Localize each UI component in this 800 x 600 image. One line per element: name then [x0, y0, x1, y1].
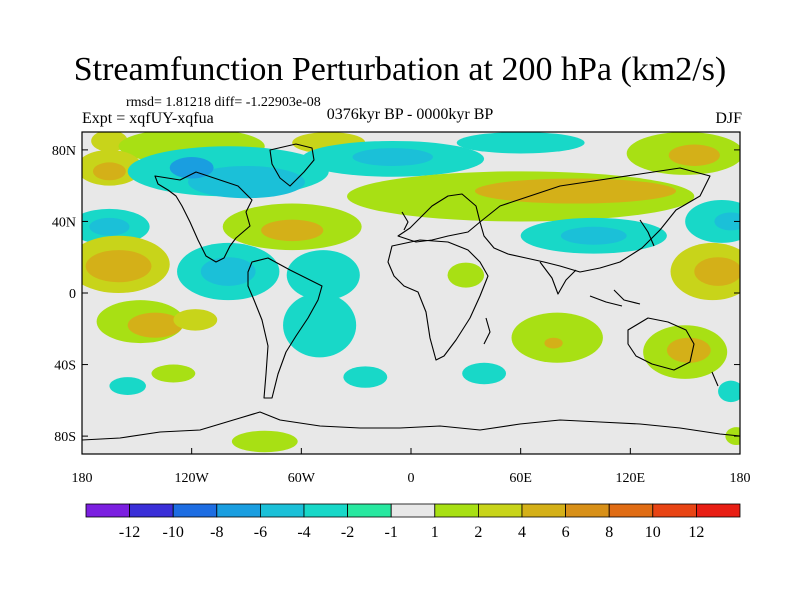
coast-new-zealand	[711, 371, 719, 387]
anomaly-blob	[714, 212, 740, 231]
anomaly-blob	[261, 219, 324, 242]
anomaly-blob	[231, 430, 298, 453]
colorbar-swatch	[216, 503, 261, 518]
anomaly-blob	[151, 364, 196, 383]
anomaly-blob	[685, 199, 740, 243]
colorbar-label: -12	[119, 524, 140, 541]
lat-tick-label: 0	[69, 287, 76, 302]
coast-australia	[627, 317, 695, 371]
coast-greenland	[269, 143, 315, 187]
period-label: 0376kyr BP - 0000kyr BP	[326, 106, 494, 123]
colorbar-label: -6	[254, 524, 267, 541]
anomaly-blob	[343, 366, 388, 388]
colorbar-swatch	[347, 503, 392, 518]
colorbar-label: 10	[645, 524, 661, 541]
anomaly-blob	[85, 250, 152, 283]
coastlines	[82, 143, 740, 441]
colorbar-label: -2	[341, 524, 354, 541]
lon-tick-label: 60W	[288, 471, 316, 486]
coast-uk	[401, 211, 409, 231]
anomaly-blob	[694, 257, 740, 286]
anomaly-blob	[725, 427, 740, 446]
colorbar-label: 6	[562, 524, 570, 541]
coast-antarctica	[82, 411, 740, 441]
coast-indonesia	[589, 289, 641, 307]
anomaly-blob	[200, 257, 256, 286]
lon-tick-label: 180	[730, 471, 751, 486]
anomaly-blob	[560, 226, 627, 245]
anomaly-blob	[544, 337, 563, 349]
lat-tick-label: 40S	[54, 359, 76, 374]
colorbar-label: 8	[605, 524, 613, 541]
colorbar-swatch	[303, 503, 348, 518]
anomaly-blob	[169, 157, 214, 179]
colorbar-swatch	[608, 503, 654, 518]
lon-tick-label: 0	[408, 471, 415, 486]
colorbar-label: 2	[474, 524, 482, 541]
colorbar-swatch	[565, 503, 610, 518]
colorbar-swatch	[696, 503, 741, 518]
anomaly-blob	[173, 309, 218, 331]
anomaly-layer	[82, 132, 740, 453]
colorbar-label: 12	[688, 524, 704, 541]
coast-africa	[387, 239, 489, 361]
colorbar: -12 -10 -8 -6 -4 -2 -1 1 2 4 6 8 10 12	[85, 503, 741, 541]
colorbar-label: 4	[518, 524, 526, 541]
colorbar-label: 1	[431, 524, 439, 541]
lat-tick-label: 80N	[52, 144, 76, 159]
lon-tick-label: 60E	[509, 471, 532, 486]
anomaly-blob	[109, 377, 146, 395]
anomaly-blob	[188, 165, 305, 199]
colorbar-swatch	[129, 503, 174, 518]
anomaly-blob	[718, 380, 740, 403]
lon-tick-label: 120W	[175, 471, 210, 486]
lat-tick-label: 40N	[52, 215, 76, 230]
colorbar-swatch	[85, 503, 130, 518]
colorbar-label: -8	[210, 524, 223, 541]
lat-axis: 80N 40N 0 40S 80S	[52, 144, 740, 445]
season-label: DJF	[715, 110, 742, 127]
colorbar-swatch	[259, 503, 305, 518]
anomaly-blob	[89, 217, 130, 236]
coast-north-america	[154, 171, 253, 263]
anomaly-blob	[91, 132, 128, 152]
anomaly-blob	[474, 178, 677, 204]
anomaly-blob	[462, 362, 507, 385]
plot-title: Streamfunction Perturbation at 200 hPa (…	[73, 51, 727, 88]
coast-europe	[397, 193, 481, 243]
coast-madagascar	[483, 317, 491, 345]
lon-tick-label: 180	[72, 471, 93, 486]
anomaly-blob	[127, 312, 183, 338]
coast-india	[539, 261, 577, 295]
rmsd-stats: rmsd= 1.81218 diff= -1.22903e-08	[126, 95, 321, 110]
anomaly-blob	[92, 162, 126, 181]
experiment-label: Expt = xqfUY-xqfua	[82, 110, 214, 127]
lon-axis: 180 120W 60W 0 60E 120E 180	[72, 448, 751, 486]
colorbar-label: -1	[385, 524, 398, 541]
colorbar-swatch	[434, 503, 479, 518]
anomaly-blob	[456, 132, 585, 154]
anomaly-blob	[447, 262, 485, 288]
anomaly-blob	[352, 148, 433, 166]
colorbar-swatch	[652, 503, 697, 518]
anomaly-blob	[668, 144, 720, 166]
coast-japan	[639, 219, 655, 247]
colorbar-label: -4	[297, 524, 310, 541]
colorbar-swatch	[521, 503, 566, 518]
anomaly-blob	[666, 337, 711, 363]
lat-tick-label: 80S	[54, 430, 76, 445]
coast-south-america	[247, 257, 323, 399]
anomaly-blob	[511, 312, 603, 363]
colorbar-swatch	[390, 503, 436, 518]
colorbar-label: -10	[163, 524, 184, 541]
lon-tick-label: 120E	[616, 471, 646, 486]
colorbar-swatch	[172, 503, 218, 518]
anomaly-blob	[283, 293, 357, 358]
anomaly-blob	[286, 250, 360, 301]
colorbar-swatch	[477, 503, 523, 518]
